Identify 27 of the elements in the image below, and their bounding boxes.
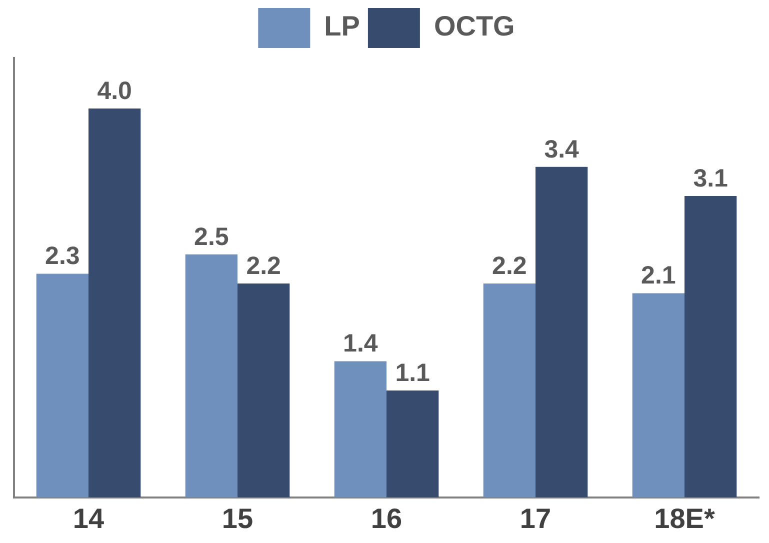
bar (483, 284, 536, 498)
x-tick-label: 15 (222, 502, 254, 534)
bar (386, 390, 439, 498)
x-tick-label: 17 (520, 502, 552, 534)
x-tick-label: 14 (72, 502, 104, 534)
data-label: 2.5 (194, 222, 229, 251)
data-label: 3.4 (544, 135, 580, 164)
bar (88, 108, 141, 498)
legend-label: LP (324, 10, 360, 42)
bar (185, 254, 238, 498)
bar (334, 361, 386, 498)
x-tick-label: 16 (370, 502, 402, 534)
bar (238, 284, 290, 498)
bar (632, 293, 684, 498)
bar (36, 274, 88, 498)
data-label: 2.1 (641, 262, 676, 290)
data-label: 2.3 (45, 242, 80, 270)
bar (536, 166, 588, 498)
data-label: 4.0 (97, 76, 132, 105)
x-tick-label: 18E* (654, 502, 715, 534)
data-label: 1.4 (343, 330, 378, 358)
data-label: 3.1 (693, 164, 728, 192)
bar (684, 196, 737, 498)
data-label: 1.1 (395, 358, 430, 387)
data-label: 2.2 (246, 252, 281, 280)
data-label: 2.2 (492, 252, 527, 280)
legend-label: OCTG (434, 10, 515, 42)
